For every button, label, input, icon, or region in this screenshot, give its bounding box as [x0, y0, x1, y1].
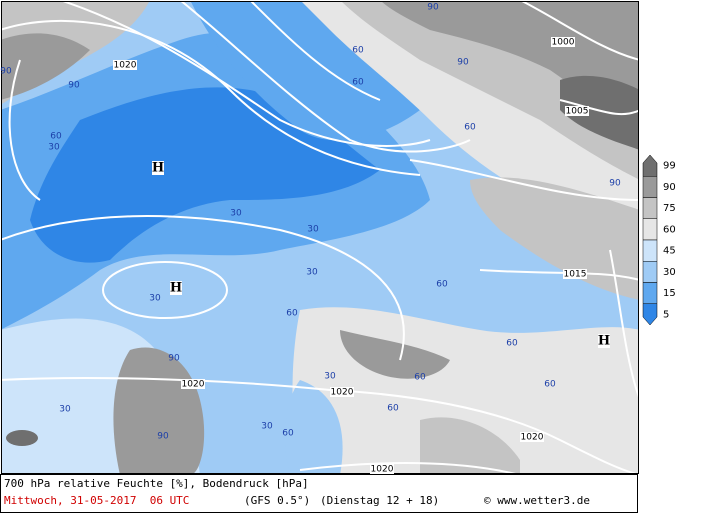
high-marker: H — [152, 161, 164, 176]
isobar-label-bg — [551, 37, 575, 47]
legend-label: 45 — [663, 246, 676, 257]
humidity-90 — [340, 330, 450, 379]
humidity-label: 90 — [68, 81, 80, 91]
high-marker: H — [598, 334, 610, 349]
humidity-label: 90 — [0, 67, 12, 77]
high-marker: H — [170, 281, 182, 296]
humidity-90 — [382, 2, 638, 139]
humidity-15 — [191, 2, 420, 141]
footer-box — [0, 474, 638, 513]
isobar-label-bg — [370, 464, 394, 474]
footer-date: Mittwoch, 31-05-2017 06 UTC — [4, 494, 189, 507]
high-marker-bg — [598, 334, 610, 348]
legend-swatch — [642, 218, 658, 241]
isobar-label: 1000 — [552, 38, 575, 48]
legend-label: 15 — [663, 288, 676, 299]
isobars — [2, 2, 638, 473]
map-labels: 1020 1000 1005 1015 1020 1020 1020 1020 90 90 90 90… — [0, 3, 621, 475]
humidity-label: 30 — [307, 225, 319, 235]
humidity-label: 60 — [506, 339, 518, 349]
isobar-label-bg — [520, 432, 544, 442]
humidity-label: 60 — [436, 280, 448, 290]
legend-label: 75 — [663, 203, 676, 214]
legend-label: 5 — [663, 309, 669, 320]
legend-swatch — [642, 303, 658, 326]
humidity-label: 90 — [457, 58, 469, 68]
isobar-label: 1005 — [566, 107, 589, 117]
humidity-75 — [420, 417, 520, 473]
legend-swatch — [642, 176, 658, 198]
legend-label: 30 — [663, 267, 676, 278]
humidity-label: 60 — [464, 123, 476, 133]
isobar-label-bg — [565, 106, 589, 116]
humidity-label: 60 — [414, 373, 426, 383]
legend-swatch — [642, 197, 658, 219]
footer-credit: © www.wetter3.de — [484, 494, 590, 507]
humidity-label: 90 — [609, 179, 621, 189]
humidity-75 — [470, 177, 638, 300]
legend-label: 99 — [663, 161, 676, 172]
humidity-label: 60 — [286, 309, 298, 319]
humidity-5 — [30, 87, 380, 263]
legend-label: 90 — [663, 182, 676, 193]
legend: 99 90 75 60 45 30 15 5 — [642, 154, 676, 326]
humidity-90 — [2, 33, 90, 100]
humidity-label: 30 — [306, 268, 318, 278]
map-field — [2, 2, 638, 473]
isobar-label: 1020 — [114, 61, 137, 71]
humidity-label: 60 — [282, 429, 294, 439]
isobar-label: 1020 — [521, 433, 544, 443]
legend-swatch — [642, 261, 658, 283]
humidity-label: 60 — [352, 46, 364, 56]
humidity-99 — [560, 75, 638, 150]
legend-swatch — [642, 282, 658, 304]
isobar-label: 1020 — [182, 380, 205, 390]
humidity-label: 60 — [387, 404, 399, 414]
humidity-label: 30 — [48, 143, 60, 153]
isobar-label-bg — [330, 387, 354, 397]
humidity-label: 60 — [50, 132, 62, 142]
humidity-label: 30 — [324, 372, 336, 382]
humidity-label: 90 — [168, 354, 180, 364]
humidity-30 — [284, 380, 343, 473]
map-frame — [1, 1, 639, 474]
humidity-label: 90 — [427, 3, 439, 13]
footer-model: (GFS 0.5°) — [244, 494, 310, 507]
high-marker-bg — [152, 161, 164, 175]
isobar-label-bg — [563, 269, 587, 279]
humidity-label: 30 — [230, 209, 242, 219]
high-marker-bg — [170, 281, 182, 295]
footer-title: 700 hPa relative Feuchte [%], Bodendruck… — [4, 477, 309, 490]
isobar-label: 1015 — [564, 270, 587, 280]
legend-swatch — [642, 239, 658, 262]
humidity-99 — [6, 430, 38, 446]
footer-run: (Dienstag 12 + 18) — [320, 494, 439, 507]
isobar-label: 1020 — [371, 465, 394, 475]
legend-label: 60 — [663, 224, 676, 235]
humidity-label: 30 — [59, 405, 71, 415]
isobar-label-bg — [181, 379, 205, 389]
humidity-label: 90 — [157, 432, 169, 442]
humidity-label: 60 — [544, 380, 556, 390]
isobar-label: 1020 — [331, 388, 354, 398]
isobar-label-bg — [113, 60, 137, 70]
humidity-label: 30 — [149, 294, 161, 304]
humidity-label: 60 — [352, 78, 364, 88]
humidity-label: 30 — [261, 422, 273, 432]
